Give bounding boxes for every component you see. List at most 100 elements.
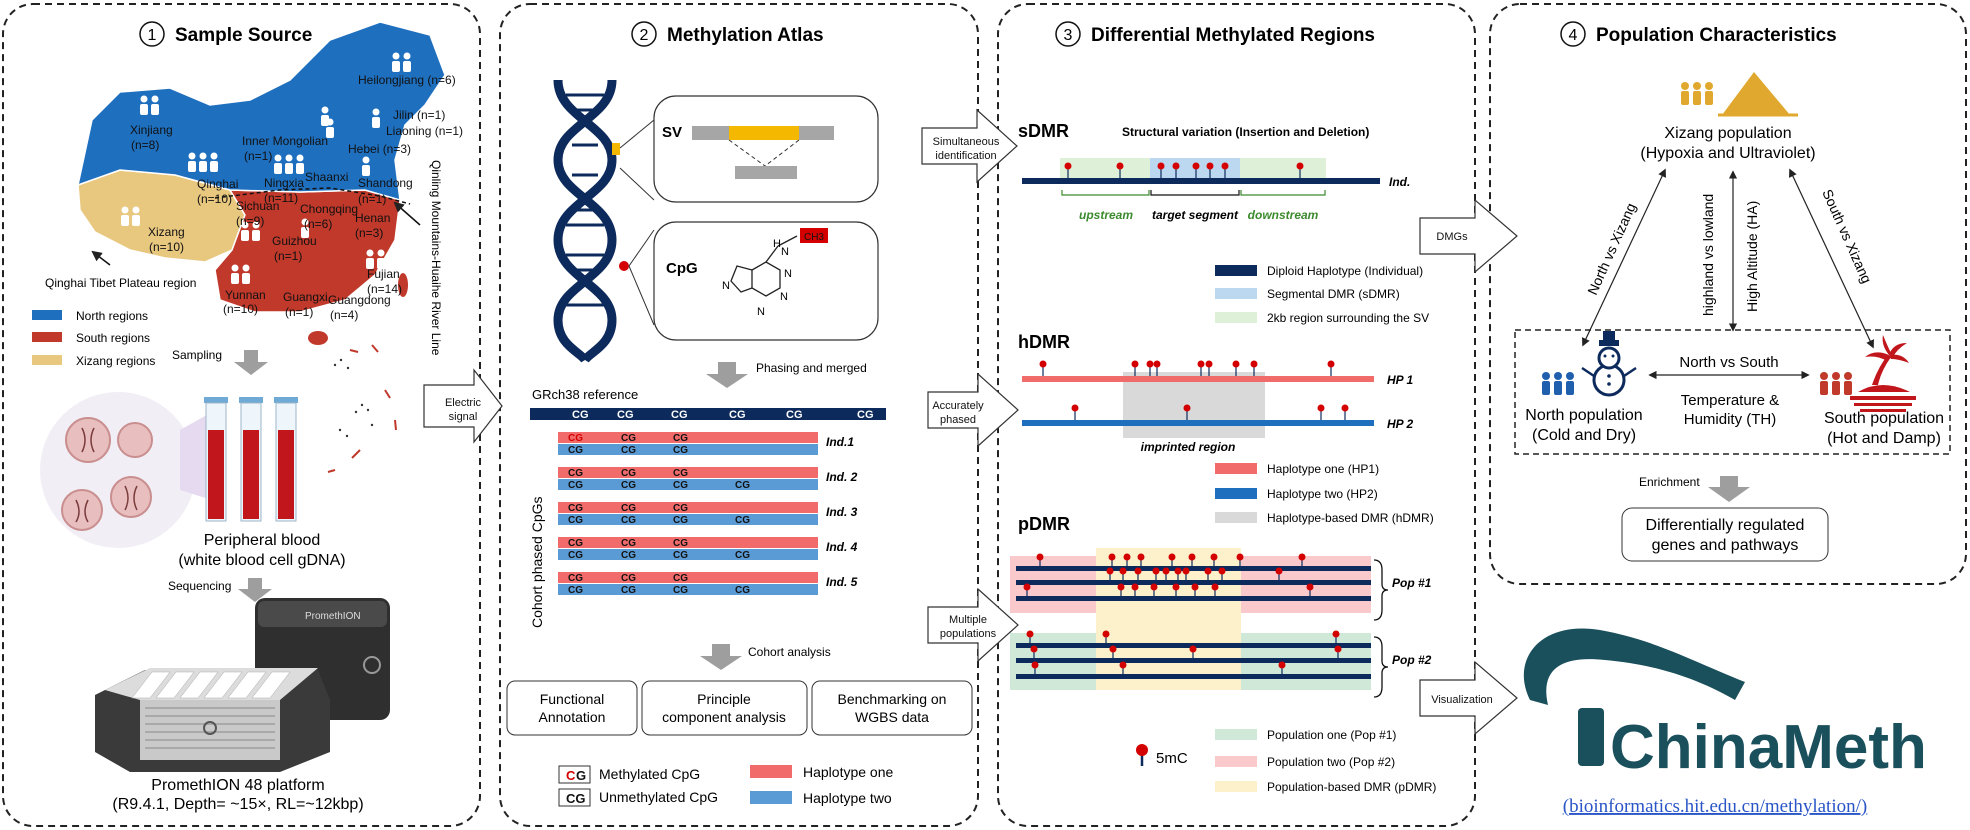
hp1-label: HP 1 [1387,373,1414,387]
panel-4-title: Population Characteristics [1596,25,1837,46]
simultaneous-label-2: identification [935,150,996,162]
pdmr-5mc-site [1026,630,1034,638]
blood-cell [61,489,103,531]
label-hebei: Hebei (n=3) [348,142,411,156]
legend-hap1: Haplotype one [803,764,894,780]
upstream-label: upstream [1079,208,1133,222]
label-ningxia-n: (n=11) [264,191,298,205]
genes-box [1621,507,1829,562]
svg-text:Population-based DMR (pDMR): Population-based DMR (pDMR) [1267,780,1436,794]
hdmr-methylation-sites [1039,360,1349,420]
hdmr-legend: Haplotype one (HP1) Haplotype two (HP2) … [1215,462,1434,525]
haplotype-one-bar [558,432,818,443]
cpg-site-label: CG [568,445,583,456]
sdmr-legend: Diploid Haplotype (Individual) Segmental… [1215,264,1429,325]
5mc-label: 5mC [1156,750,1188,767]
individual-label: Ind. 2 [826,470,858,484]
sampling-arrow [234,350,268,375]
panel2-legend: C G Methylated CpG CG Unmethylated CpG H… [558,764,894,807]
south-pop-line2: (Hot and Damp) [1827,430,1941,447]
map-hainan [308,331,328,345]
accurately-label-1: Accurately [932,400,984,412]
logo-url[interactable]: (bioinformatics.hit.edu.cn/methylation/) [1563,796,1867,817]
enrichment-arrow [1708,476,1750,502]
imprinted-label: imprinted region [1141,440,1236,454]
panel-4-frame [1489,3,1967,585]
cpg-site-label: CG [568,515,583,526]
pdmr-5mc-site [1134,567,1142,575]
individual-label: Ind.1 [826,435,854,449]
reference-label: GRch38 reference [532,387,638,402]
dna-helix [553,79,655,363]
electric-label-2: signal [449,411,478,423]
pdmr-5mc-site [1334,645,1342,653]
hdmr-hp2-5mc-site [1341,404,1349,412]
label-yunnan-n: (n=10) [223,302,258,316]
pdmr-5mc-site [1119,661,1127,669]
population-haplotype-line [1016,580,1371,585]
qinling-huaihe-line [214,187,411,205]
svg-text:CG: CG [566,791,586,806]
haplotype-two-bar [558,584,818,595]
label-xizang: Xizang [148,225,185,239]
accurately-phased-arrow [927,372,1019,448]
north-vs-south-label: North vs South [1679,354,1778,371]
pdmr-5mc-site [1275,567,1283,575]
svg-text:CG: CG [786,409,803,421]
sampling-label: Sampling [172,348,222,362]
svg-text:Benchmarking on: Benchmarking on [838,691,947,707]
pdmr-5mc-site [1189,645,1197,653]
cpg-site-label: CG [673,445,688,456]
svg-text:Haplotype two (HP2): Haplotype two (HP2) [1267,487,1378,501]
map-labels: Heilongjiang (n=6) Jilin (n=1) Liaoning … [130,73,463,322]
panel-3-title: Differential Methylated Regions [1091,25,1375,46]
legend-hap2: Haplotype two [803,790,892,806]
simultaneous-arrow [921,108,1018,184]
mountain-people-icon [1681,72,1798,117]
xizang-pop-line2: (Hypoxia and Ultraviolet) [1640,145,1815,162]
downstream-label: downstream [1248,208,1319,222]
cpg-site-label: CG [621,550,636,561]
population-haplotype-line [1016,658,1371,663]
legend-swatch-xizang [32,355,62,365]
hp2-line [1022,420,1374,426]
svg-text:2kb region surrounding the SV: 2kb region surrounding the SV [1267,311,1429,325]
palm-island-icon [1850,335,1916,412]
haplotype-two-bar [558,514,818,525]
label-xizang-n: (n=10) [149,240,184,254]
svg-text:H: H [773,238,781,250]
svg-text:Haplotype-based DMR (hDMR): Haplotype-based DMR (hDMR) [1267,511,1434,525]
panel-1-title: Sample Source [175,25,312,46]
cohort-analysis-arrow [700,644,742,670]
pdmr-haplotypes [1016,553,1371,679]
sdmr-5mc-site [1206,162,1214,170]
cpg-site-label: CG [621,433,636,444]
sv-title: Structural variation (Insertion and Dele… [1122,125,1369,139]
sdmr-5mc-site [1221,162,1229,170]
hdmr-hp2-5mc-site [1183,404,1191,412]
sdmr-methylation-sites [1064,162,1304,178]
label-guizhou-n: (n=1) [274,249,302,263]
5mc-legend: 5mC [1136,744,1188,767]
north-people-icon [1542,372,1574,395]
electric-signal-arrow [423,368,503,444]
pdmr-5mc-site [1036,553,1044,561]
cpg-site-label: CG [568,585,583,596]
pdmr-5mc-site [1123,553,1131,561]
china-map [76,21,446,473]
label-qinghai-n: (n=10) [197,192,232,206]
south-vs-xizang-label: South vs Xizang [1819,187,1875,286]
population-haplotype-line [1016,643,1371,648]
cpg-site-label: CG [673,585,688,596]
pop2-label: Pop #2 [1392,653,1432,667]
imprinted-region [1123,372,1265,438]
multiple-label-2: populations [940,628,997,640]
person-icon-group-ningxia [274,154,304,174]
svg-text:WGBS data: WGBS data [855,709,929,725]
hdmr-hp1-5mc-site [1197,360,1205,368]
svg-text:CG: CG [857,409,874,421]
plateau-label: Qinghai Tibet Plateau region [45,276,196,290]
logo-text: ChinaMeth [1610,713,1927,782]
label-fujian-n: (n=14) [367,282,402,296]
